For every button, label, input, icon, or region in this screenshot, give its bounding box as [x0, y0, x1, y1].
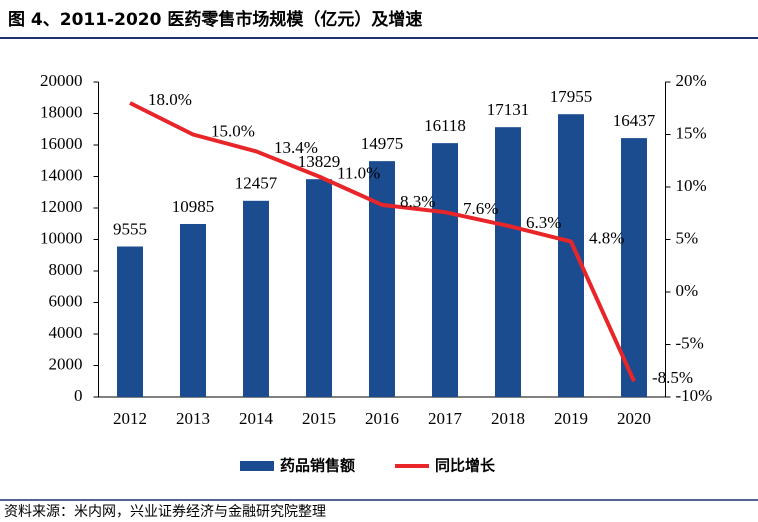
growth-line: [129, 101, 636, 383]
bar: [369, 161, 395, 397]
line-value-label: -8.5%: [652, 368, 693, 387]
line-value-label: 6.3%: [526, 213, 561, 232]
x-tick-label: 2015: [302, 409, 336, 428]
line-value-label: 13.4%: [274, 138, 318, 157]
y-tick-label: 8000: [49, 260, 83, 279]
bar-value-label: 16437: [613, 111, 656, 130]
bar: [306, 179, 332, 397]
y2-tick-label: 5%: [676, 228, 699, 247]
x-tick-label: 2018: [491, 409, 525, 428]
x-tick-label: 2016: [365, 409, 399, 428]
y2-tick-label: 20%: [676, 71, 707, 90]
bar-value-label: 13829: [298, 152, 341, 171]
bar: [117, 246, 143, 397]
y2-tick-label: 0%: [676, 281, 699, 300]
y2-tick-label: -10%: [676, 386, 713, 405]
line-value-label: 15.0%: [211, 121, 255, 140]
bar-value-label: 9555: [113, 219, 147, 238]
line-value-label: 8.3%: [400, 192, 435, 211]
x-tick-label: 2013: [176, 409, 210, 428]
y2-tick-label: -5%: [676, 333, 704, 352]
bar-value-label: 16118: [424, 116, 466, 135]
y-tick-label: 2000: [49, 354, 83, 373]
legend-label: 同比增长: [435, 457, 496, 475]
y-tick-label: 4000: [49, 323, 83, 342]
legend-swatch: [240, 461, 274, 471]
bar: [558, 114, 584, 398]
source: 资料来源：米内网，兴业证券经济与金融研究院整理: [4, 504, 326, 520]
y-tick-label: 18000: [40, 102, 83, 121]
x-tick-label: 2017: [428, 409, 463, 428]
line-value-label: 4.8%: [589, 229, 624, 248]
bar: [432, 143, 458, 397]
y-tick-label: 10000: [40, 228, 83, 247]
legend-label: 药品销售额: [280, 457, 355, 475]
y-tick-label: 12000: [40, 197, 83, 216]
bar-value-label: 14975: [361, 134, 404, 153]
y2-tick-label: 10%: [676, 176, 707, 195]
y-tick-label: 20000: [40, 71, 83, 90]
line-value-label: 7.6%: [463, 199, 498, 218]
y-tick-label: 6000: [49, 291, 83, 310]
y-tick-label: 16000: [40, 134, 83, 153]
bar-value-label: 12457: [235, 174, 278, 193]
x-tick-label: 2012: [113, 409, 147, 428]
y-tick-label: 14000: [40, 165, 83, 184]
chart-title: 图 4、2011-2020 医药零售市场规模（亿元）及增速: [8, 9, 422, 30]
bar-value-label: 10985: [172, 197, 215, 216]
bar-value-label: 17131: [487, 100, 530, 119]
x-tick-label: 2020: [617, 409, 651, 428]
y-tick-label: 0: [74, 386, 83, 405]
y2-tick-label: 15%: [676, 123, 707, 142]
bar: [243, 200, 269, 397]
x-tick-label: 2014: [239, 409, 274, 428]
bar-value-label: 17955: [550, 87, 593, 106]
x-tick-label: 2019: [554, 409, 588, 428]
bar: [495, 127, 521, 397]
bar: [621, 138, 647, 397]
line-value-label: 18.0%: [148, 90, 192, 109]
line-value-label: 11.0%: [337, 163, 380, 182]
bar: [180, 223, 206, 397]
